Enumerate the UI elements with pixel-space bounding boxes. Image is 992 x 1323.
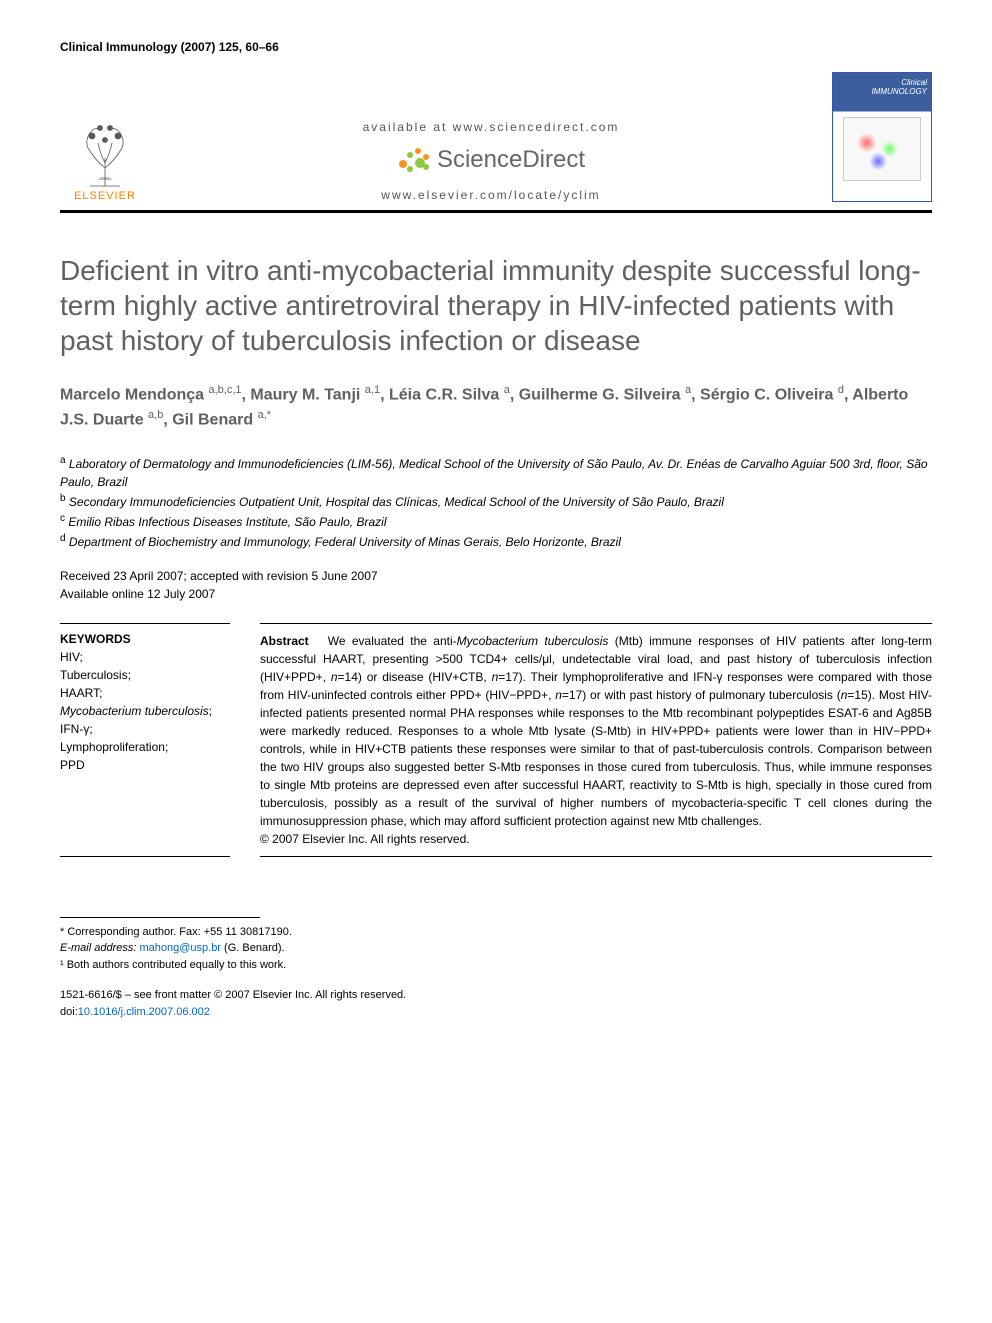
banner-center: available at www.sciencedirect.com Scien… — [150, 120, 832, 202]
keyword-item: Mycobacterium tuberculosis; — [60, 702, 230, 720]
email-line: E-mail address: mahong@usp.br (G. Benard… — [60, 940, 932, 957]
sciencedirect-label: ScienceDirect — [437, 146, 585, 174]
keyword-item: Tuberculosis; — [60, 666, 230, 684]
affiliation-item: a Laboratory of Dermatology and Immunode… — [60, 453, 932, 491]
footnotes: * Corresponding author. Fax: +55 11 3081… — [60, 924, 932, 974]
keyword-item: PPD — [60, 756, 230, 774]
affiliation-item: c Emilio Ribas Infectious Diseases Insti… — [60, 511, 932, 531]
sciencedirect-dots-icon — [397, 146, 431, 174]
elsevier-label: ELSEVIER — [74, 190, 136, 202]
doi-line: doi:10.1016/j.clim.2007.06.002 — [60, 1004, 932, 1021]
received-date: Received 23 April 2007; accepted with re… — [60, 567, 932, 585]
journal-url: www.elsevier.com/locate/yclim — [170, 188, 812, 202]
available-online-date: Available online 12 July 2007 — [60, 585, 932, 603]
abstract-box: Abstract We evaluated the anti-Mycobacte… — [260, 623, 932, 857]
affiliation-item: b Secondary Immunodeficiencies Outpatien… — [60, 491, 932, 511]
journal-reference: Clinical Immunology (2007) 125, 60–66 — [60, 40, 932, 54]
keywords-box: KEYWORDS HIV;Tuberculosis;HAART;Mycobact… — [60, 623, 230, 857]
keyword-item: IFN-γ; — [60, 720, 230, 738]
available-at-text: available at www.sciencedirect.com — [170, 120, 812, 134]
author-list: Marcelo Mendonça a,b,c,1, Maury M. Tanji… — [60, 382, 932, 433]
affiliations: a Laboratory of Dermatology and Immunode… — [60, 453, 932, 551]
front-matter-line: 1521-6616/$ – see front matter © 2007 El… — [60, 987, 932, 1004]
elsevier-tree-icon — [70, 118, 140, 188]
keywords-heading: KEYWORDS — [60, 632, 230, 646]
keyword-item: HIV; — [60, 648, 230, 666]
journal-cover-thumbnail: Clinical IMMUNOLOGY — [832, 72, 932, 202]
email-link[interactable]: mahong@usp.br — [139, 942, 221, 954]
email-label: E-mail address: — [60, 942, 136, 954]
copyright-block: 1521-6616/$ – see front matter © 2007 El… — [60, 987, 932, 1020]
cover-title: Clinical IMMUNOLOGY — [871, 79, 927, 97]
affiliation-item: d Department of Biochemistry and Immunol… — [60, 531, 932, 551]
sciencedirect-logo: ScienceDirect — [397, 146, 585, 174]
keyword-item: HAART; — [60, 684, 230, 702]
keywords-list: HIV;Tuberculosis;HAART;Mycobacterium tub… — [60, 648, 230, 774]
publisher-banner: ELSEVIER available at www.sciencedirect.… — [60, 72, 932, 213]
publication-dates: Received 23 April 2007; accepted with re… — [60, 567, 932, 603]
contribution-note: ¹ Both authors contributed equally to th… — [60, 957, 932, 974]
keywords-abstract-row: KEYWORDS HIV;Tuberculosis;HAART;Mycobact… — [60, 623, 932, 857]
footnote-separator — [60, 917, 260, 918]
doi-link[interactable]: 10.1016/j.clim.2007.06.002 — [78, 1006, 210, 1018]
corresponding-author-note: * Corresponding author. Fax: +55 11 3081… — [60, 924, 932, 941]
cover-image-icon — [843, 117, 921, 181]
article-title: Deficient in vitro anti-mycobacterial im… — [60, 253, 932, 358]
elsevier-logo: ELSEVIER — [60, 102, 150, 202]
email-suffix: (G. Benard). — [224, 942, 285, 954]
doi-label: doi: — [60, 1006, 78, 1018]
keyword-item: Lymphoproliferation; — [60, 738, 230, 756]
